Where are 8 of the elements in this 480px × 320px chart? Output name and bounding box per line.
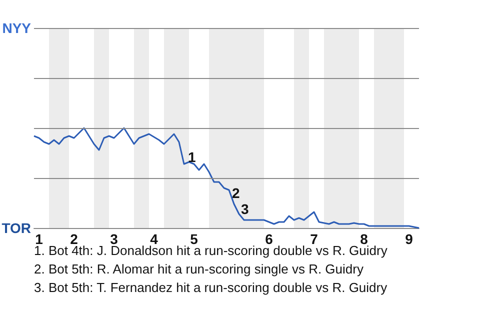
annotation: 1 bbox=[188, 149, 196, 165]
text: 2. Bot 5th: R. Alomar hit a run-scoring single vs R. Guidry bbox=[34, 262, 364, 276]
annotation: 2 bbox=[232, 185, 240, 201]
annotation: 3 bbox=[241, 201, 249, 217]
x-tick-label: 9 bbox=[405, 231, 414, 247]
text: NYY bbox=[2, 20, 32, 36]
text: TOR bbox=[2, 220, 31, 236]
text: 3. Bot 5th: T. Fernandez hit a run-scoring double vs R. Guidry bbox=[34, 280, 388, 295]
